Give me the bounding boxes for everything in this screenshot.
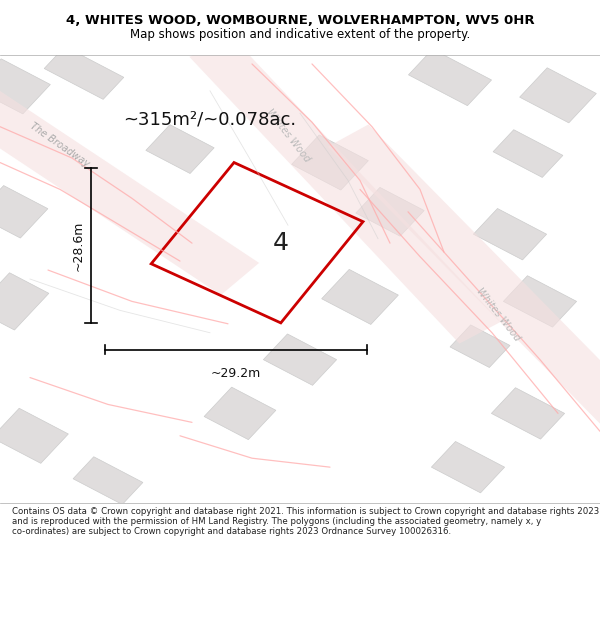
Polygon shape [473, 209, 547, 260]
Text: Whites Wood: Whites Wood [264, 107, 312, 164]
Polygon shape [44, 46, 124, 99]
Polygon shape [0, 408, 68, 463]
Polygon shape [328, 124, 600, 434]
Text: Whites Wood: Whites Wood [474, 286, 522, 343]
Polygon shape [204, 387, 276, 439]
Polygon shape [450, 325, 510, 368]
Polygon shape [503, 276, 577, 327]
Text: ~315m²/~0.078ac.: ~315m²/~0.078ac. [124, 111, 296, 129]
Text: The Broadway: The Broadway [28, 121, 92, 169]
Text: 4, WHITES WOOD, WOMBOURNE, WOLVERHAMPTON, WV5 0HR: 4, WHITES WOOD, WOMBOURNE, WOLVERHAMPTON… [65, 14, 535, 27]
Polygon shape [146, 124, 214, 174]
Polygon shape [322, 269, 398, 324]
Polygon shape [0, 186, 48, 238]
Polygon shape [431, 441, 505, 493]
Text: ~28.6m: ~28.6m [71, 220, 85, 271]
Polygon shape [0, 272, 49, 330]
Polygon shape [493, 130, 563, 178]
Polygon shape [292, 135, 368, 190]
Polygon shape [73, 457, 143, 504]
Text: Map shows position and indicative extent of the property.: Map shows position and indicative extent… [130, 28, 470, 41]
Text: 4: 4 [273, 231, 289, 255]
Polygon shape [520, 68, 596, 123]
Polygon shape [409, 49, 491, 106]
Text: Contains OS data © Crown copyright and database right 2021. This information is : Contains OS data © Crown copyright and d… [12, 507, 599, 536]
Polygon shape [0, 59, 50, 114]
Polygon shape [0, 84, 259, 295]
Polygon shape [491, 388, 565, 439]
Polygon shape [356, 188, 424, 236]
Text: ~29.2m: ~29.2m [211, 367, 261, 380]
Polygon shape [263, 334, 337, 386]
Polygon shape [190, 35, 500, 344]
